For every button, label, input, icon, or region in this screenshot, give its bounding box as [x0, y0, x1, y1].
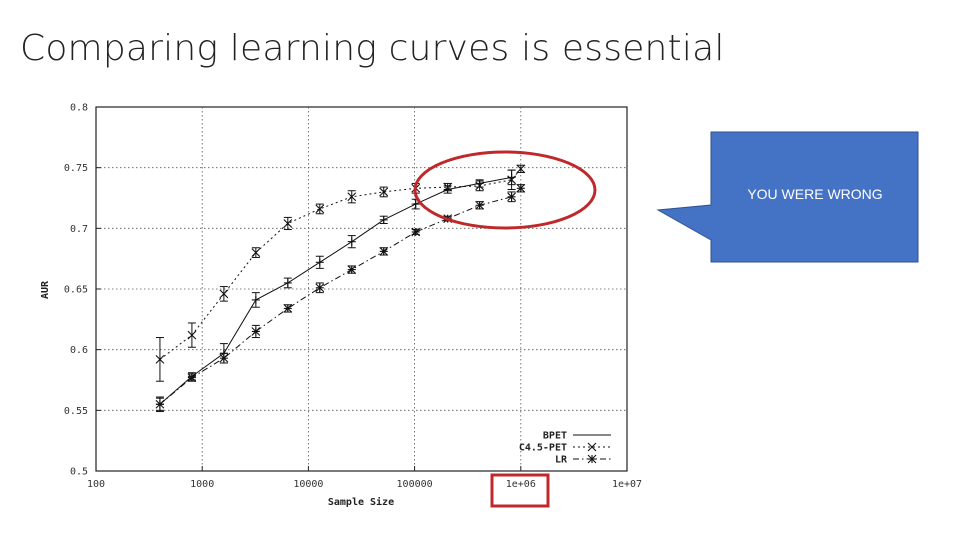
legend-bpet-label: BPET: [543, 431, 567, 442]
y-tick-label: 0.6: [70, 345, 88, 356]
series-lr-line: [159, 187, 522, 405]
y-tick-label: 0.75: [64, 163, 88, 174]
x-tick-label: 100000: [397, 479, 433, 490]
x-tick-label: 10000: [293, 479, 323, 490]
legend-lr-marker: [587, 454, 597, 464]
series-bpet-point: [251, 295, 260, 304]
legend-lr-marker-d2: [587, 454, 597, 464]
y-tick-label: 0.8: [70, 103, 88, 114]
series-lr-point-d2: [315, 283, 325, 293]
y-axis-label: AUR: [40, 280, 51, 299]
series-bpet: [155, 169, 516, 411]
series-lr-point: [187, 373, 197, 382]
series-lr-point-d2: [283, 304, 293, 313]
series-c4-5-pet-point-d2: [283, 219, 293, 228]
series-bpet-point: [315, 258, 324, 267]
series-lr-point-d2: [155, 399, 165, 409]
y-tick-label: 0.5: [70, 467, 88, 478]
series-lr-point: [315, 283, 325, 293]
y-tick-label: 0.55: [64, 406, 88, 417]
series-c4-5-pet-point: [155, 354, 165, 364]
series-lr-point: [219, 353, 229, 363]
slide-title: Comparing learning curves is essential: [20, 28, 725, 69]
series-bpet-point: [283, 278, 292, 287]
series-bpet-line: [159, 176, 512, 405]
series-lr-point: [251, 327, 261, 336]
series-c4-5-pet-point-d2: [347, 192, 357, 202]
series-c4-5-pet-point: [379, 187, 389, 197]
series-c4-5-pet-point-d2: [155, 354, 165, 364]
series-c4-5-pet-point-d2: [219, 289, 229, 299]
x-tick-label: 1000: [190, 479, 214, 490]
series-c4-5-pet-line: [159, 168, 522, 360]
series-lr-point: [347, 265, 357, 274]
series-lr-point: [411, 227, 421, 237]
x-tick-label: 100: [87, 479, 105, 490]
series-layer: [155, 164, 526, 413]
y-tick-label: 0.7: [70, 224, 88, 235]
series-c4-5-pet-point: [187, 330, 197, 340]
series-c4-5-pet-point: [315, 204, 325, 214]
x-axis-label: Sample Size: [328, 496, 394, 508]
series-c4-5-pet-point: [283, 219, 293, 228]
series-bpet-point: [379, 215, 388, 224]
series-c4-5-pet-point-d2: [315, 204, 325, 214]
series-lr-point: [443, 214, 453, 224]
series-lr-point: [475, 200, 485, 210]
series-c4-5-pet-point-d2: [379, 187, 389, 197]
series-bpet-point: [411, 200, 420, 209]
series-lr-point: [283, 304, 293, 313]
legend-c4-5-pet-marker: [587, 442, 597, 452]
series-c4-5-pet-point: [219, 289, 229, 299]
series-lr-point-d2: [219, 353, 229, 363]
callout-text: YOU WERE WRONG: [747, 186, 883, 202]
series-c4-5-pet-point-d2: [187, 330, 197, 340]
x-tick-labels: 100 1000 10000 100000 1e+06 1e+07: [87, 479, 642, 490]
series-c4-5-pet-point-d2: [251, 248, 261, 257]
series-lr-point: [507, 192, 516, 202]
series-lr-point: [155, 399, 165, 409]
legend-c4-5-pet-label: C4.5-PET: [519, 443, 567, 454]
grid-lines: [95, 106, 628, 472]
series-bpet-point: [347, 237, 356, 246]
series-lr-point-d2: [379, 246, 389, 256]
series-c4-5-pet-point: [251, 248, 261, 257]
series-lr-point-d2: [251, 327, 261, 336]
series-lr-point: [379, 246, 389, 256]
series-lr-point: [516, 183, 526, 193]
y-tick-label: 0.65: [64, 285, 88, 296]
series-lr-point-d2: [347, 265, 357, 274]
x-tick-label: 1e+07: [612, 479, 642, 490]
series-c4-5-pet-point: [347, 192, 357, 202]
series-lr-point-d2: [187, 373, 197, 382]
legend-c4-5-pet-marker-d2: [587, 442, 597, 452]
y-tick-labels: 0.5 0.55 0.6 0.65 0.7 0.75 0.8: [64, 103, 88, 478]
legend-lr-label: LR: [555, 455, 568, 466]
x-tick-label: 1e+06: [506, 479, 536, 490]
series-lr: [155, 183, 526, 413]
series-c4-5-pet: [155, 164, 526, 382]
